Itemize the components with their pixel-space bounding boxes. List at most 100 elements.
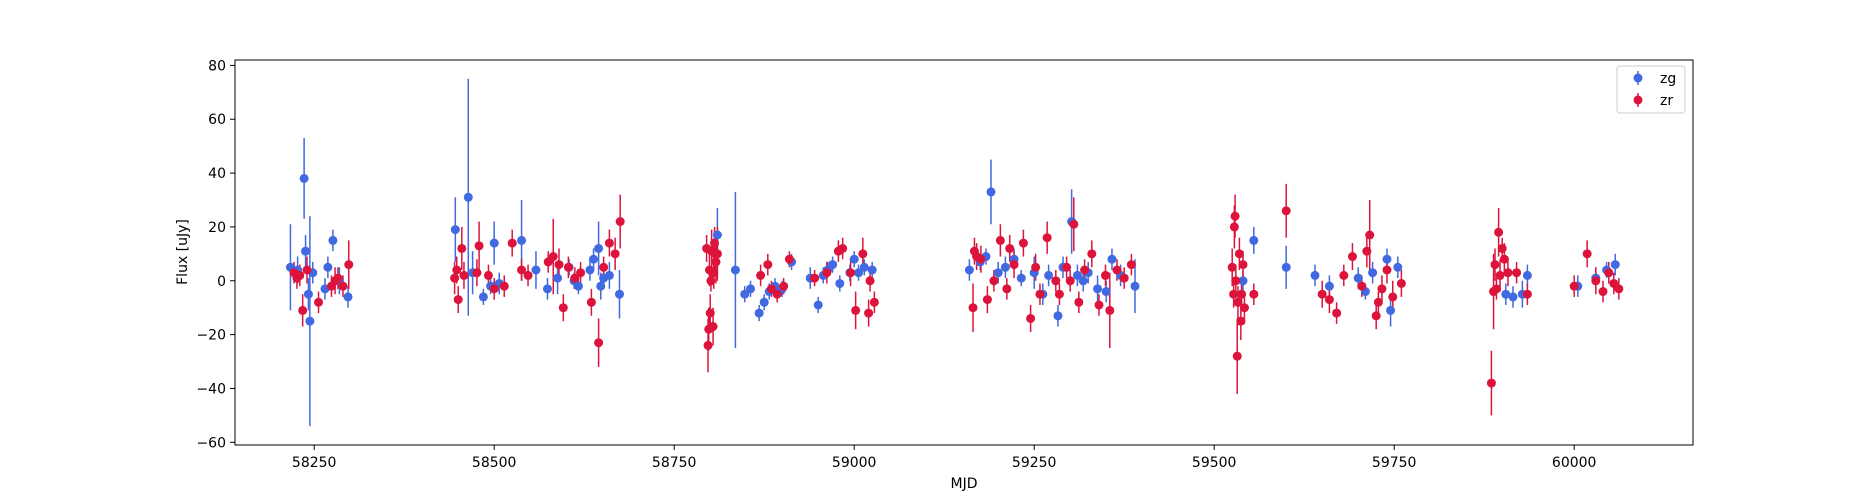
- zr-point: [1604, 268, 1614, 278]
- zg-point: [1522, 270, 1532, 280]
- zr-point: [711, 257, 721, 267]
- zr-point: [507, 238, 517, 248]
- zr-point: [1229, 289, 1239, 299]
- zr-point: [453, 295, 463, 305]
- y-axis-label: Flux [uJy]: [175, 219, 191, 285]
- zr-point: [705, 308, 715, 318]
- legend-zg-label: zg: [1660, 71, 1676, 87]
- zr-point: [1002, 284, 1012, 294]
- zr-point: [474, 241, 484, 251]
- zg-point: [1107, 254, 1117, 264]
- plot-frame: [234, 59, 1694, 446]
- zg-point: [1281, 262, 1291, 272]
- x-tick-label: 59000: [832, 455, 877, 471]
- zr-point: [472, 268, 482, 278]
- zr-point: [703, 340, 713, 350]
- x-axis: 58250 58500 58750 59000 59250 59500 59750 60000: [292, 445, 1597, 471]
- zg-point: [835, 278, 845, 288]
- zg-point: [589, 254, 599, 264]
- zg-point: [746, 284, 756, 294]
- zr-point: [1362, 246, 1372, 256]
- zr-point: [586, 297, 596, 307]
- x-tick-label: 60000: [1552, 455, 1597, 471]
- zr-point: [1497, 243, 1507, 253]
- zr-point: [1069, 219, 1079, 229]
- zg-point: [986, 187, 996, 197]
- legend-zr-marker: [1633, 95, 1643, 105]
- zr-point: [1238, 260, 1248, 270]
- zr-point: [1239, 303, 1249, 313]
- zr-point: [314, 297, 324, 307]
- zr-point: [763, 260, 773, 270]
- zr-point: [1018, 238, 1028, 248]
- zg-point: [573, 281, 583, 291]
- zr-point: [489, 284, 499, 294]
- zr-point: [499, 281, 509, 291]
- zg-point: [478, 292, 488, 302]
- zr-point: [1347, 252, 1357, 262]
- zg-point: [489, 238, 499, 248]
- zr-point: [838, 243, 848, 253]
- zr-point: [1105, 305, 1115, 315]
- zr-point: [1396, 278, 1406, 288]
- zg-point: [1130, 281, 1140, 291]
- zr-point: [1094, 300, 1104, 310]
- zr-point: [864, 308, 874, 318]
- zr-point: [1074, 297, 1084, 307]
- zr-point: [1249, 289, 1259, 299]
- zg-point: [813, 300, 823, 310]
- zg-point: [1508, 292, 1518, 302]
- zg-point: [1368, 268, 1378, 278]
- zr-point: [1042, 233, 1052, 243]
- x-tick-label: 59750: [1372, 455, 1417, 471]
- zg-point: [596, 281, 606, 291]
- zg-point: [323, 262, 333, 272]
- zr-point: [1522, 289, 1532, 299]
- zr-point: [756, 270, 766, 280]
- zr-point: [976, 254, 986, 264]
- zr-point: [1112, 265, 1122, 275]
- zr-point: [1229, 222, 1239, 232]
- zr-point: [1582, 249, 1592, 259]
- legend-zg-marker: [1633, 73, 1643, 83]
- zg-point: [867, 265, 877, 275]
- zg-point: [1386, 305, 1396, 315]
- zg-point: [299, 173, 309, 183]
- zr-point: [1490, 260, 1500, 270]
- zr-point: [1062, 262, 1072, 272]
- y-tick-label: 20: [208, 220, 226, 236]
- zr-point: [570, 273, 580, 283]
- zr-point: [1317, 289, 1327, 299]
- zr-point: [1512, 268, 1522, 278]
- zr-point: [1231, 276, 1241, 286]
- zg-point: [754, 308, 764, 318]
- legend: zg zr: [1616, 65, 1686, 114]
- zr-point: [712, 249, 722, 259]
- zr-point: [1026, 313, 1036, 323]
- zr-point: [766, 284, 776, 294]
- zg-point: [1353, 273, 1363, 283]
- zr-point: [989, 276, 999, 286]
- zr-point: [1119, 273, 1129, 283]
- zr-point: [1232, 351, 1242, 361]
- zg-point: [303, 289, 313, 299]
- zr-point: [1503, 268, 1513, 278]
- zg-point: [759, 297, 769, 307]
- y-axis: −60 −40 −20 0 20 40 60 80: [196, 58, 235, 451]
- zr-point: [1236, 316, 1246, 326]
- legend-entry-zr: zr: [1633, 93, 1673, 109]
- zg-point: [1249, 235, 1259, 245]
- zr-point: [858, 249, 868, 259]
- zr-point: [1230, 211, 1240, 221]
- zr-point: [1494, 227, 1504, 237]
- zg-point: [531, 265, 541, 275]
- zr-point: [1281, 206, 1291, 216]
- x-tick-label: 59250: [1012, 455, 1057, 471]
- zr-point: [772, 289, 782, 299]
- zg-point: [1044, 270, 1054, 280]
- zr-point: [1233, 297, 1243, 307]
- zr-point: [452, 265, 462, 275]
- zr-point: [298, 305, 308, 315]
- zr-point: [968, 303, 978, 313]
